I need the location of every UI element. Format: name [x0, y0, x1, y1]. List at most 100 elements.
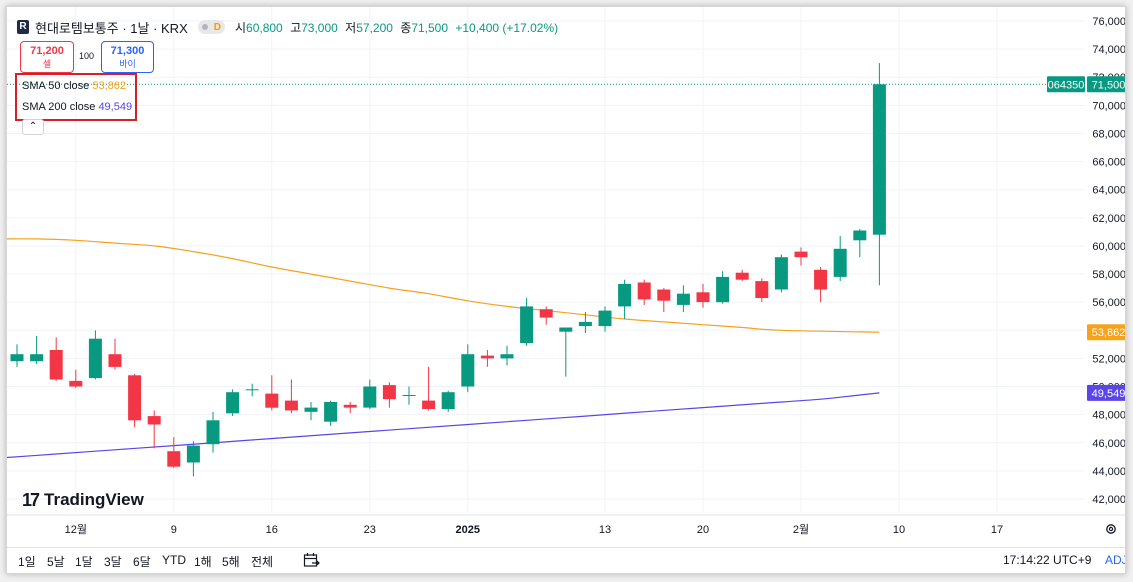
close-label: 종: [400, 20, 412, 35]
tradingview-logo[interactable]: 17 TradingView: [22, 489, 144, 511]
x-tick-label: 13: [599, 524, 611, 536]
candle-body: [265, 393, 279, 408]
low-label: 저: [345, 20, 357, 35]
chart-window: 42,00044,00046,00048,00050,00052,00054,0…: [6, 6, 1126, 574]
tv-brand-name: TradingView: [44, 490, 144, 509]
candle-body: [167, 451, 181, 467]
candle-body: [755, 281, 769, 298]
candle-body: [30, 354, 44, 362]
legend-collapse-button[interactable]: ⌃: [22, 119, 44, 135]
high-value: 73,000: [301, 20, 338, 35]
ohlc-values: 시60,800 고73,000 저57,200 종71,500 +10,400 …: [235, 19, 562, 36]
change-value: +10,400 (+17.02%): [455, 20, 559, 35]
sma200-name: SMA 200 close: [22, 101, 96, 113]
high-label: 고: [290, 20, 302, 35]
candle-body: [696, 292, 710, 303]
x-tick-label: 20: [697, 524, 709, 536]
candle-body: [147, 416, 161, 425]
y-tick-label: 60,000: [1092, 241, 1126, 253]
candle-body: [49, 350, 63, 380]
y-tick-label: 46,000: [1092, 438, 1126, 450]
sma50-line: [7, 238, 880, 333]
candle-body: [559, 327, 573, 332]
range-1m[interactable]: 1달: [75, 555, 93, 569]
sma200-line: [7, 392, 880, 459]
legend-sma200[interactable]: SMA 200 close 49,549: [22, 99, 132, 115]
y-tick-label: 74,000: [1092, 44, 1126, 56]
candle-body: [794, 251, 808, 258]
range-1d[interactable]: 1일: [18, 555, 36, 569]
range-5d[interactable]: 5날: [47, 555, 65, 569]
symbol-logo-icon: R: [17, 20, 29, 34]
candle-body: [128, 375, 142, 421]
status-dot-icon: [201, 24, 208, 30]
candle-body: [363, 386, 377, 408]
candle-body: [598, 310, 612, 327]
grid: [7, 7, 1085, 512]
range-ytd[interactable]: YTD: [162, 553, 186, 567]
calendar-goto-icon[interactable]: [303, 552, 320, 568]
range-all[interactable]: 전체: [251, 555, 274, 569]
candle-body: [872, 84, 886, 235]
sma50-price-tag-bg: [1087, 324, 1125, 341]
candle-body: [10, 354, 24, 362]
y-tick-label: 58,000: [1092, 269, 1126, 281]
x-tick-label: 9: [171, 524, 177, 536]
candle-body: [304, 407, 318, 412]
candle-body: [676, 293, 690, 305]
sma200-value: 49,549: [98, 101, 133, 113]
buy-button[interactable]: 71,300 바이: [101, 41, 154, 73]
y-tick-label: 64,000: [1092, 185, 1126, 197]
x-tick-label: 23: [364, 524, 376, 536]
countdown-tag: 064350: [1048, 79, 1085, 91]
close-value: 71,500: [411, 20, 449, 35]
candle-body: [539, 309, 553, 318]
clock-timezone[interactable]: 17:14:22 UTC+9: [1003, 553, 1092, 567]
candle-body: [735, 272, 749, 280]
y-tick-label: 62,000: [1092, 213, 1126, 225]
range-6m[interactable]: 6달: [133, 555, 151, 569]
x-tick-label: 16: [266, 524, 278, 536]
candle-body: [716, 276, 730, 303]
buy-label: 바이: [119, 59, 136, 69]
range-5y[interactable]: 5해: [222, 555, 240, 569]
x-tick-label: 10: [893, 524, 905, 536]
open-label: 시: [234, 20, 247, 35]
sma50-value: 53,862: [92, 80, 126, 92]
exchange-badge: D: [213, 21, 221, 33]
chevron-up-icon: ⌃: [28, 121, 38, 132]
y-tick-label: 76,000: [1092, 16, 1126, 28]
market-status-pill[interactable]: D: [197, 20, 225, 34]
sma200-price-tag-bg: [1087, 384, 1125, 401]
open-value: 60,800: [246, 20, 283, 35]
sell-label: 셀: [42, 59, 52, 69]
legend-sma50[interactable]: SMA 50 close 53,862: [22, 78, 126, 94]
candle-body: [774, 257, 788, 290]
y-tick-label: 68,000: [1092, 128, 1126, 140]
y-tick-label: 48,000: [1092, 410, 1126, 422]
y-tick-label: 52,000: [1092, 353, 1126, 365]
sell-button[interactable]: 71,200 셀: [20, 41, 74, 73]
candle-body: [833, 248, 847, 277]
candle-body: [637, 282, 651, 300]
y-tick-label: 44,000: [1092, 466, 1126, 478]
candle-body: [88, 338, 102, 379]
tv-mark-icon: 17: [22, 489, 40, 510]
x-tick-label: 2월: [793, 523, 809, 536]
candle-body: [657, 289, 671, 301]
x-tick-label: 12월: [65, 523, 87, 536]
candle-body: [480, 355, 494, 359]
symbol-title[interactable]: 현대로템보통주 · 1날 · KRX: [35, 20, 188, 36]
candle-body: [441, 392, 455, 410]
price-chart[interactable]: 42,00044,00046,00048,00050,00052,00054,0…: [7, 7, 1126, 547]
range-1y[interactable]: 1해: [194, 555, 212, 569]
x-tick-label: 17: [991, 524, 1003, 536]
adj-toggle[interactable]: ADJ: [1105, 553, 1126, 567]
candle-body: [853, 230, 867, 241]
price-tags: 064350 71,500 53,862 49,549: [7, 76, 1125, 401]
range-3m[interactable]: 3달: [104, 555, 122, 569]
candle-body: [382, 385, 396, 400]
settings-gear-icon[interactable]: [1104, 522, 1118, 536]
symbol-header: R 현대로템보통주 · 1날 · KRX D 시60,800 고73,000 저…: [17, 17, 562, 37]
candle-body: [618, 283, 632, 307]
